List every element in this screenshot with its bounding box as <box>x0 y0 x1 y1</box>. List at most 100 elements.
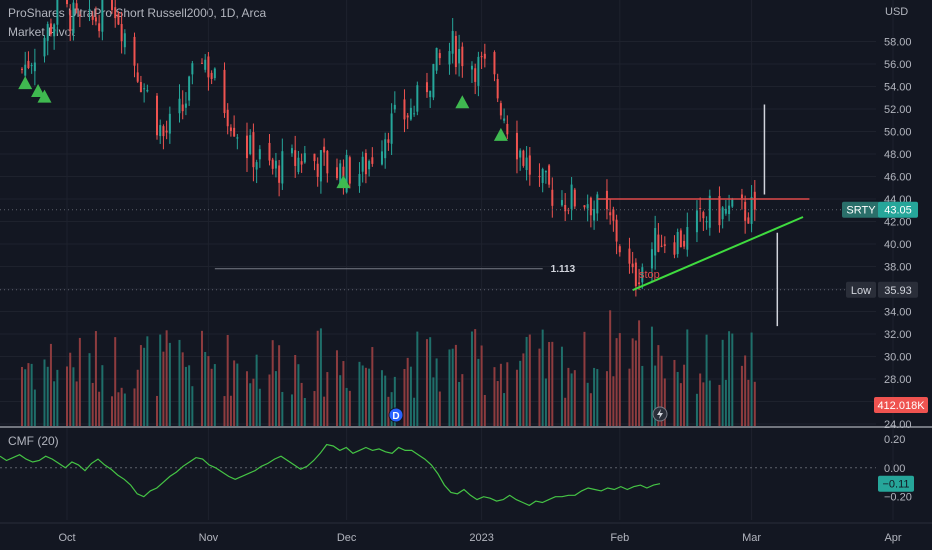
candle-body <box>470 65 473 70</box>
candle-body <box>583 205 586 208</box>
candle-body <box>46 24 49 41</box>
volume-bar <box>503 393 506 426</box>
candle-body <box>91 15 94 20</box>
candle-body <box>30 65 33 67</box>
volume-bar <box>657 345 660 426</box>
candle-body <box>207 56 210 78</box>
volume-bar <box>49 343 52 426</box>
volume-bar <box>181 352 184 426</box>
candle-body <box>245 135 248 159</box>
candle-body <box>425 82 428 93</box>
volume-bar <box>339 375 342 426</box>
volume-bar <box>673 359 676 426</box>
candle-body <box>274 160 277 169</box>
candle-body <box>94 17 97 22</box>
candle-body <box>560 200 563 206</box>
candle-body <box>204 59 207 70</box>
volume-bar <box>699 373 702 426</box>
dividend-marker-label: D <box>392 411 399 422</box>
volume-bar <box>593 367 596 426</box>
candle-body <box>255 162 258 170</box>
volume-bar <box>634 340 637 426</box>
candle-body <box>72 2 75 34</box>
low-label-tag: Low <box>851 285 871 297</box>
candle-body <box>477 56 480 86</box>
candle-body <box>570 184 573 209</box>
volume-bar <box>178 339 181 426</box>
volume-bar <box>679 383 682 426</box>
candle-body <box>165 130 168 133</box>
candle-body <box>506 123 509 135</box>
volume-bar <box>702 382 705 426</box>
candle-body <box>323 146 326 153</box>
candle-body <box>387 139 390 143</box>
volume-bar <box>744 355 747 426</box>
volume-bar <box>53 381 56 426</box>
volume-bar <box>618 333 621 426</box>
candle-body <box>609 212 612 216</box>
candle-body <box>390 113 393 144</box>
candle-body <box>43 37 46 57</box>
volume-bar <box>586 382 589 426</box>
pivot-marker <box>493 127 508 141</box>
candle-body <box>403 99 406 120</box>
last-price-tag-bg <box>878 201 918 218</box>
volume-bar <box>43 359 46 426</box>
candle-body <box>548 165 551 185</box>
candlesticks <box>21 0 756 297</box>
candle-body <box>53 24 56 37</box>
currency-label: USD <box>885 6 908 18</box>
candle-body <box>188 76 191 101</box>
candle-body <box>438 53 441 59</box>
volume-bar <box>300 382 303 426</box>
volume-bar <box>110 396 113 426</box>
candle-body <box>114 7 117 19</box>
volume-bar <box>403 369 406 426</box>
candle-body <box>660 245 663 247</box>
axis-tags: SRTY 43.05 Low 35.93 412.018K −0.11 <box>842 201 928 492</box>
volume-bar <box>184 366 187 426</box>
volume-bar <box>458 381 461 426</box>
candle-body <box>178 98 181 114</box>
candle-body <box>528 155 531 175</box>
candle-body <box>98 23 101 32</box>
volume-bar <box>165 330 168 426</box>
candle-body <box>210 72 213 80</box>
volume-bar <box>342 361 345 426</box>
candle-body <box>496 79 499 99</box>
volume-bar <box>406 357 409 426</box>
candle-body <box>615 219 618 242</box>
x-tick-label: Dec <box>337 532 357 544</box>
last-volume-tag: 412.018K <box>877 400 925 412</box>
candle-body <box>229 127 232 131</box>
candle-body <box>454 35 457 68</box>
volume-bar <box>252 378 255 426</box>
volume-bar <box>278 345 281 426</box>
volume-bar <box>358 361 361 426</box>
price-axis: Oct Nov Dec 2023 Feb Mar Apr 58.00 56.00 54.00 52.… <box>58 6 911 544</box>
volume-bar <box>94 331 97 426</box>
volume-bar <box>200 330 203 426</box>
candle-body <box>522 150 525 166</box>
volume-bar <box>335 350 338 426</box>
volume-bar <box>740 365 743 426</box>
y-tick-label: 54.00 <box>884 82 912 94</box>
candle-body <box>155 95 158 136</box>
volume-bar <box>567 367 570 426</box>
candle-body <box>184 103 187 108</box>
volume-bar <box>204 351 207 426</box>
candle-body <box>673 242 676 255</box>
volume-bar <box>316 330 319 426</box>
volume-bar <box>583 331 586 426</box>
candle-body <box>663 244 666 246</box>
volume-bar <box>393 376 396 426</box>
candle-body <box>686 227 689 250</box>
candle-body <box>634 262 637 287</box>
legend-indicator: Market Pivot <box>8 25 75 39</box>
y-tick-label: 52.00 <box>884 104 912 116</box>
candle-body <box>721 207 724 220</box>
candle-body <box>139 81 142 93</box>
candle-body <box>747 217 750 224</box>
candle-body <box>724 208 727 214</box>
